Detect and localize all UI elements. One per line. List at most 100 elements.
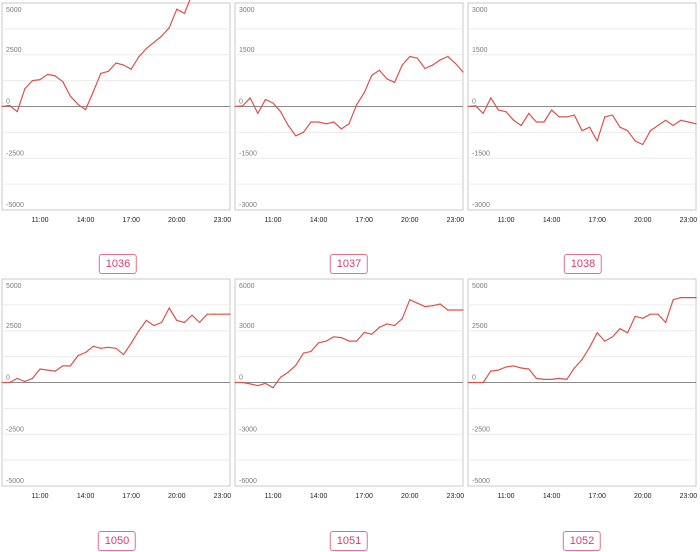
chart-svg: 5000 2500 0 -2500 -5000 11:00 14:00 17:00 20:00 2… [467,278,697,500]
data-point [649,313,651,315]
x-tick-label: 14:00 [543,493,561,500]
chart-panel-1051: 6000 3000 0 -3000 -6000 11:00 14:00 17:00 20:00 2… [233,276,466,552]
chart-svg: 3000 1500 0 -1500 -3000 11:00 14:00 17:00 20:00 2… [234,2,465,224]
chart-label-1052[interactable]: 1052 [562,531,602,551]
y-tick-label: 5000 [6,283,22,290]
data-point [467,381,469,384]
data-point [348,123,350,125]
data-point [467,105,469,108]
data-point [47,369,49,371]
y-tick-label: 3000 [472,7,488,14]
x-tick-label: 11:00 [32,217,49,224]
data-point [409,55,411,58]
data-point [378,326,380,328]
x-tick-label: 14:00 [543,217,561,224]
chart-panel-1050: 5000 2500 0 -2500 -5000 11:00 14:00 17:00 20:00 2… [0,276,233,552]
data-point [229,313,231,315]
data-point [513,365,515,367]
data-point [145,319,147,321]
x-tick-label: 23:00 [214,217,232,224]
data-point [123,353,125,356]
data-point [520,124,522,127]
y-tick-label: 0 [472,375,476,382]
data-point [558,377,560,379]
data-point [295,135,297,137]
data-point [9,381,11,384]
data-point [439,303,441,305]
data-point [505,111,507,113]
data-point [9,104,11,107]
data-point [234,381,236,384]
chart-label-1050[interactable]: 1050 [97,531,137,551]
data-point [138,56,140,58]
x-tick-label: 23:00 [447,217,465,224]
data-point [62,81,64,83]
data-point [497,109,499,111]
data-point [573,367,575,369]
data-point [409,299,411,301]
data-point [513,119,515,121]
x-tick-label: 14:00 [77,493,95,500]
data-point [92,345,94,347]
data-point [62,365,64,367]
y-tick-label: 3000 [239,323,255,330]
data-point [619,126,621,128]
data-point [77,354,79,357]
data-point [657,124,659,127]
chart-label-1038[interactable]: 1038 [563,254,603,274]
y-tick-label: 3000 [239,7,255,14]
data-point [505,366,507,368]
data-point [447,55,449,58]
x-tick-label: 14:00 [77,217,95,224]
chart-panel-1037: 3000 1500 0 -1500 -3000 11:00 14:00 17:00 20:00 2… [233,0,466,276]
data-point [566,116,568,118]
data-point [257,385,259,387]
data-point [161,321,163,324]
x-tick-label: 20:00 [401,217,419,224]
data-point [589,126,591,128]
data-point [100,347,102,349]
data-point [153,41,155,43]
data-point [287,124,289,127]
data-point [497,369,499,371]
data-point [130,68,132,70]
data-point [69,365,71,367]
data-point [356,104,358,106]
chart-label-1037[interactable]: 1037 [329,254,369,274]
data-point [24,88,26,90]
data-point [302,352,304,354]
data-point [596,140,598,142]
chart-svg: 5000 2500 0 -2500 -5000 11:00 14:00 17:00 20:00 2… [1,0,232,224]
data-point [371,74,373,77]
chart-panel-1038: 3000 1500 0 -1500 -3000 11:00 14:00 17:00 20:00 2… [466,0,699,276]
data-point [490,370,492,372]
chart-svg: 3000 1500 0 -1500 -3000 11:00 14:00 17:00 20:00 2… [467,2,697,224]
data-point [454,309,456,311]
data-point [1,105,3,108]
y-tick-label: 1500 [239,47,255,54]
data-point [340,337,342,339]
data-point [214,313,216,315]
data-point [39,78,41,81]
chart-panel-1036: 5000 2500 0 -2500 -5000 11:00 14:00 17:00 20:00 2… [0,0,233,276]
x-tick-label: 11:00 [265,493,282,500]
y-tick-label: -2500 [472,426,490,433]
data-point [280,111,282,113]
data-point [386,78,388,80]
data-point [206,313,208,315]
data-point [16,377,18,379]
chart-label-1036[interactable]: 1036 [98,254,138,274]
y-tick-label: 0 [6,99,10,106]
y-tick-label: 1500 [472,47,488,54]
data-point [573,114,575,116]
data-point [619,328,621,330]
x-tick-label: 11:00 [265,217,282,224]
data-point [581,130,583,132]
data-point [100,72,102,74]
data-point [424,306,426,308]
data-point [264,382,266,384]
y-tick-label: 0 [239,99,243,106]
data-point [221,313,223,315]
chart-label-1051[interactable]: 1051 [329,531,369,551]
data-point [234,105,236,108]
